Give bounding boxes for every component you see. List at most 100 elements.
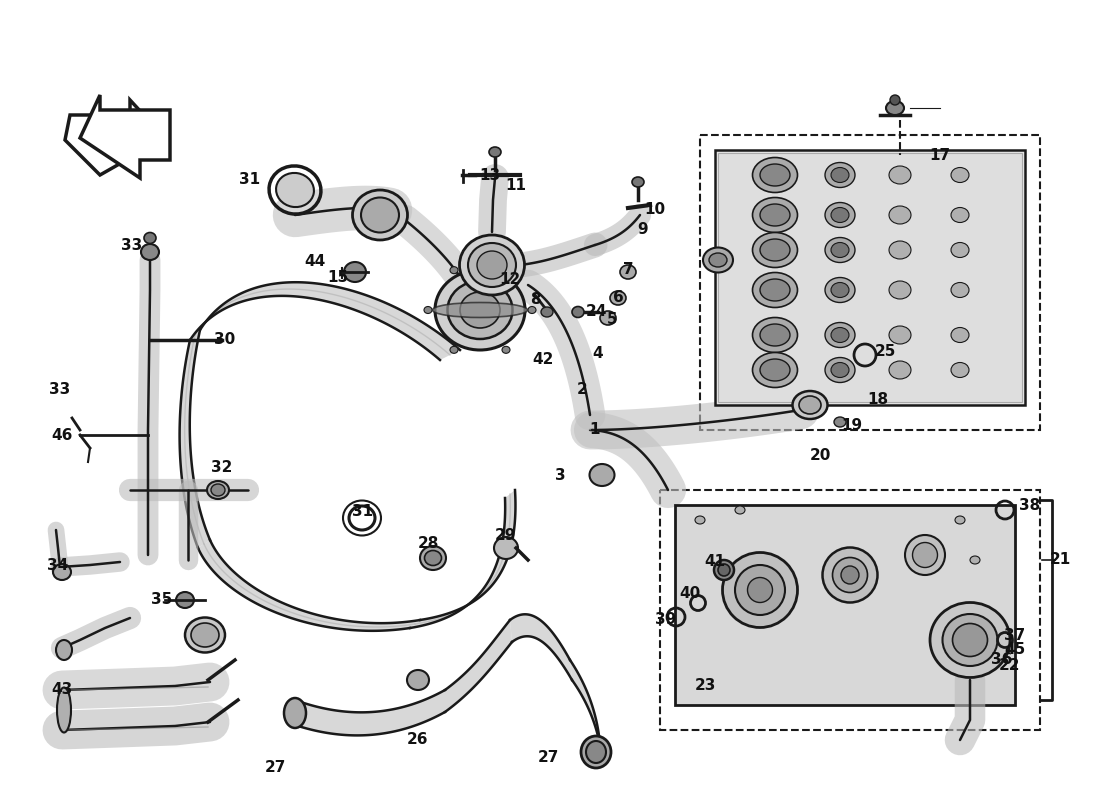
Ellipse shape: [752, 158, 798, 193]
Text: 23: 23: [694, 678, 716, 693]
Polygon shape: [410, 490, 516, 628]
Ellipse shape: [57, 687, 72, 733]
Ellipse shape: [468, 243, 516, 287]
Ellipse shape: [191, 623, 219, 647]
Text: 24: 24: [585, 305, 607, 319]
Ellipse shape: [760, 164, 790, 186]
Ellipse shape: [970, 666, 980, 674]
Ellipse shape: [752, 233, 798, 267]
Ellipse shape: [714, 560, 734, 580]
Ellipse shape: [528, 306, 536, 314]
Ellipse shape: [889, 206, 911, 224]
Ellipse shape: [610, 291, 626, 305]
Bar: [675, 505, 1015, 705]
Ellipse shape: [889, 166, 911, 184]
Polygon shape: [190, 282, 460, 360]
Ellipse shape: [502, 266, 510, 274]
Text: 25: 25: [874, 345, 895, 359]
Text: 36: 36: [991, 653, 1013, 667]
Ellipse shape: [825, 202, 855, 227]
Ellipse shape: [723, 553, 798, 627]
Text: 35: 35: [152, 593, 173, 607]
Ellipse shape: [830, 167, 849, 182]
Ellipse shape: [352, 190, 407, 240]
Text: 39: 39: [656, 613, 676, 627]
Ellipse shape: [799, 396, 821, 414]
Text: 13: 13: [480, 167, 501, 182]
Ellipse shape: [284, 698, 306, 728]
Ellipse shape: [211, 484, 226, 496]
Ellipse shape: [825, 238, 855, 262]
Ellipse shape: [752, 198, 798, 233]
Text: 11: 11: [506, 178, 527, 193]
Ellipse shape: [760, 204, 790, 226]
Ellipse shape: [53, 564, 72, 580]
Text: 21: 21: [1049, 553, 1070, 567]
Ellipse shape: [955, 516, 965, 524]
Ellipse shape: [830, 362, 849, 378]
Ellipse shape: [834, 417, 846, 427]
Ellipse shape: [710, 253, 727, 267]
Ellipse shape: [955, 616, 965, 624]
Text: 7: 7: [623, 262, 634, 278]
Ellipse shape: [930, 602, 1010, 678]
Text: 30: 30: [214, 333, 235, 347]
Ellipse shape: [952, 362, 969, 378]
Text: 18: 18: [868, 393, 889, 407]
Ellipse shape: [632, 177, 644, 187]
Text: 5: 5: [607, 313, 617, 327]
Ellipse shape: [792, 391, 827, 419]
Ellipse shape: [590, 464, 615, 486]
Ellipse shape: [842, 566, 859, 584]
Ellipse shape: [502, 346, 510, 354]
Ellipse shape: [943, 614, 998, 666]
Bar: [700, 135, 1040, 430]
Ellipse shape: [144, 233, 156, 243]
Text: 29: 29: [494, 527, 516, 542]
Ellipse shape: [952, 282, 969, 298]
Ellipse shape: [825, 322, 855, 347]
Text: 26: 26: [407, 733, 429, 747]
Ellipse shape: [833, 558, 868, 593]
Ellipse shape: [434, 270, 525, 350]
Text: 9: 9: [638, 222, 648, 238]
Text: 33: 33: [50, 382, 70, 398]
Ellipse shape: [913, 542, 937, 567]
Ellipse shape: [752, 273, 798, 307]
Text: 17: 17: [930, 147, 950, 162]
Ellipse shape: [448, 281, 513, 339]
Text: 15: 15: [328, 270, 349, 286]
Ellipse shape: [825, 278, 855, 302]
Bar: [715, 150, 1025, 405]
Ellipse shape: [432, 302, 528, 318]
Ellipse shape: [185, 618, 226, 653]
Text: 38: 38: [1020, 498, 1041, 513]
Ellipse shape: [176, 592, 194, 608]
Ellipse shape: [572, 306, 584, 318]
Polygon shape: [446, 620, 512, 712]
Text: 31: 31: [240, 173, 261, 187]
Ellipse shape: [830, 282, 849, 298]
Text: 8: 8: [530, 293, 540, 307]
Ellipse shape: [276, 173, 314, 207]
Ellipse shape: [952, 242, 969, 258]
Ellipse shape: [890, 95, 900, 105]
Text: 41: 41: [704, 554, 726, 570]
Ellipse shape: [600, 311, 616, 325]
Text: 27: 27: [537, 750, 559, 766]
Ellipse shape: [752, 318, 798, 353]
Polygon shape: [570, 660, 602, 760]
Text: 2: 2: [576, 382, 587, 398]
Ellipse shape: [735, 506, 745, 514]
Ellipse shape: [905, 535, 945, 575]
Ellipse shape: [886, 101, 904, 115]
Ellipse shape: [752, 353, 798, 387]
Ellipse shape: [141, 244, 160, 260]
Ellipse shape: [823, 547, 878, 602]
Text: 6: 6: [613, 290, 624, 306]
Ellipse shape: [889, 326, 911, 344]
Text: 1: 1: [590, 422, 601, 438]
Ellipse shape: [407, 670, 429, 690]
Text: 46: 46: [52, 427, 73, 442]
Ellipse shape: [56, 640, 72, 660]
